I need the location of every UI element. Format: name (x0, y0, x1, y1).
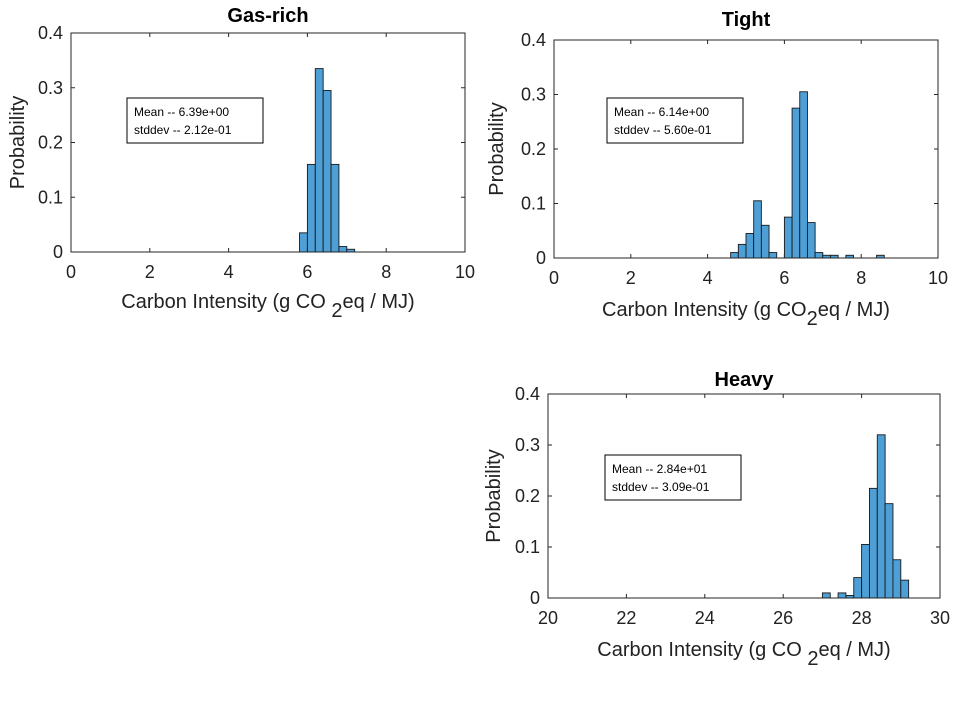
histogram-bar (783, 216, 793, 259)
y-tick-label: 0 (530, 588, 540, 608)
x-tick-label: 20 (538, 608, 558, 628)
x-tick-label: 30 (930, 608, 950, 628)
histogram-bar (884, 503, 894, 599)
histogram-bar (900, 579, 910, 599)
x-axis-label: Carbon Intensity (g CO 2eq / MJ) (597, 639, 890, 670)
x-axis-label-subscript: 2 (807, 648, 818, 670)
histogram-bar (760, 224, 770, 259)
y-tick-label: 0.4 (521, 30, 546, 50)
histogram-bar (768, 252, 778, 259)
y-axis-label: Probability (7, 96, 29, 189)
x-tick-label: 6 (302, 262, 312, 282)
chart-title: Heavy (715, 369, 775, 391)
chart-title: Tight (722, 9, 771, 31)
x-tick-label: 10 (928, 268, 948, 288)
chart-panel-tight: 0 2 4 6 8 10 0 0.1 0.2 0.3 0.4 Tight Carbon Intensit… (486, 9, 948, 330)
histogram-bar (806, 222, 816, 259)
plot-frame (553, 39, 939, 259)
stats-stddev: stddev -- 2.12e-01 (134, 123, 232, 137)
y-tick-label: 0.3 (521, 85, 546, 105)
x-tick-label: 26 (773, 608, 793, 628)
x-tick-label: 8 (381, 262, 391, 282)
chart-panel-heavy: 20 22 24 26 28 30 0 0.1 0.2 0.3 0.4 Heavy Carbon Int… (483, 369, 950, 670)
x-tick-label: 8 (856, 268, 866, 288)
stats-mean: Mean -- 6.39e+00 (134, 105, 229, 119)
y-tick-label: 0.2 (38, 133, 63, 153)
histogram-bar (861, 544, 870, 599)
y-tick-label: 0.2 (521, 139, 546, 159)
y-tick-label: 0.3 (38, 78, 63, 98)
y-tick-label: 0.4 (38, 23, 63, 43)
x-axis-label-main: Carbon Intensity (g CO (597, 639, 807, 661)
y-tick-label: 0.1 (521, 194, 546, 214)
y-tick-label: 0 (536, 248, 546, 268)
histogram-bar (853, 577, 863, 599)
histogram-bar (821, 592, 831, 599)
x-axis-label-main: Carbon Intensity (g CO (121, 291, 331, 313)
x-axis-label-subscript: 2 (331, 300, 342, 322)
x-tick-label: 4 (703, 268, 713, 288)
x-tick-label: 6 (779, 268, 789, 288)
stats-stddev: stddev -- 5.60e-01 (614, 123, 712, 137)
y-axis-label: Probability (483, 449, 505, 542)
stats-mean: Mean -- 2.84e+01 (612, 462, 707, 476)
x-axis-label: Carbon Intensity (g CO 2eq / MJ) (121, 291, 414, 322)
histogram-bar (730, 252, 739, 259)
y-tick-label: 0.3 (515, 435, 540, 455)
histogram-bar (753, 200, 762, 259)
stats-box (604, 454, 742, 501)
y-tick-label: 0.2 (515, 486, 540, 506)
x-axis-label-tail: eq / MJ) (342, 291, 414, 313)
histogram-bar (338, 246, 348, 253)
histogram-bar (745, 233, 755, 259)
y-axis-label: Probability (486, 102, 508, 195)
histogram-bar (306, 163, 316, 253)
histogram-bar (837, 592, 847, 599)
histogram-bar (892, 559, 902, 599)
x-tick-label: 28 (852, 608, 872, 628)
y-tick-label: 0.1 (38, 187, 63, 207)
histogram-bar (330, 163, 340, 253)
stats-box (126, 97, 264, 144)
stats-stddev: stddev -- 3.09e-01 (612, 480, 710, 494)
chart-title: Gas-rich (227, 5, 308, 27)
histogram-bar (791, 107, 801, 259)
stats-box (606, 97, 744, 144)
y-tick-label: 0.1 (515, 537, 540, 557)
chart-panel-gas-rich: 0 2 4 6 8 10 0 0.1 0.2 0.3 0.4 Gas-rich Carbon Inten… (7, 5, 475, 322)
histogram-bar (299, 232, 308, 253)
histogram-bar (876, 434, 886, 599)
histogram-bar (868, 487, 878, 599)
x-axis-label-tail: eq / MJ) (818, 299, 890, 321)
x-tick-label: 2 (626, 268, 636, 288)
y-tick-label: 0.4 (515, 384, 540, 404)
histogram-bar (314, 68, 324, 253)
x-tick-label: 0 (66, 262, 76, 282)
x-tick-label: 22 (616, 608, 636, 628)
y-tick-label: 0 (53, 242, 63, 262)
histogram-bar (814, 252, 824, 259)
histogram-bar (799, 91, 808, 259)
x-axis-label: Carbon Intensity (g CO2eq / MJ) (602, 299, 890, 330)
x-axis-label-main: Carbon Intensity (g CO (602, 299, 807, 321)
x-tick-label: 10 (455, 262, 475, 282)
x-tick-label: 24 (695, 608, 715, 628)
x-tick-label: 2 (145, 262, 155, 282)
x-tick-label: 0 (549, 268, 559, 288)
x-axis-label-subscript: 2 (807, 308, 818, 330)
stats-mean: Mean -- 6.14e+00 (614, 105, 709, 119)
histogram-bar (322, 90, 332, 253)
x-axis-label-tail: eq / MJ) (818, 639, 890, 661)
histogram-bar (737, 243, 747, 259)
x-tick-label: 4 (224, 262, 234, 282)
